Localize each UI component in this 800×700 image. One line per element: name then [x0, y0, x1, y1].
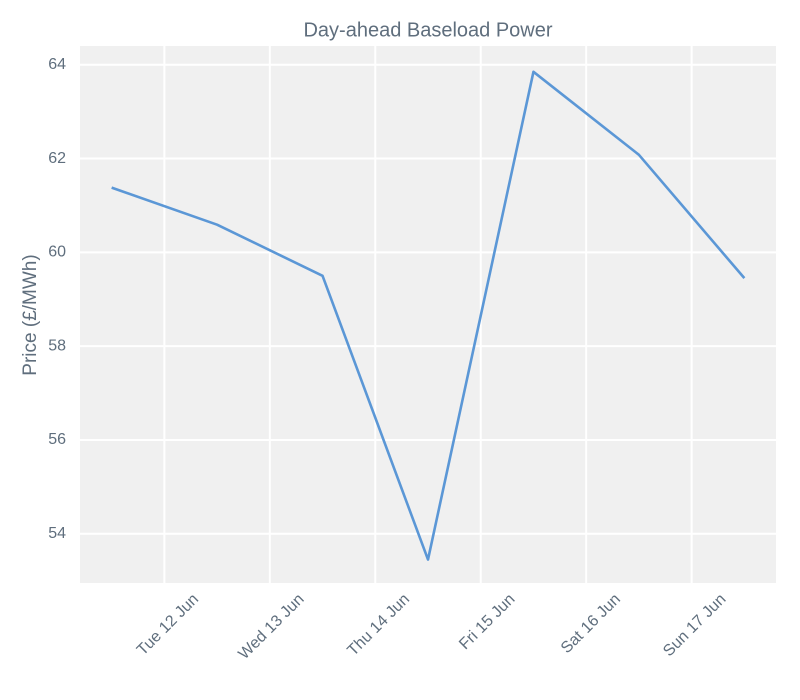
y-tick-label: 62: [48, 150, 66, 167]
x-tick-label: Sun 17 Jun: [660, 591, 729, 660]
x-tick-label: Sat 16 Jun: [558, 591, 624, 657]
chart-title: Day-ahead Baseload Power: [303, 19, 552, 41]
y-tick-label: 64: [48, 56, 66, 73]
line: [111, 70, 746, 561]
x-tick-label: Fri 15 Jun: [456, 591, 518, 653]
y-tick-label: 56: [48, 431, 66, 448]
y-tick-label: 58: [48, 337, 66, 354]
x-tick-label: Thu 14 Jun: [344, 591, 413, 660]
y-tick-label: 60: [48, 244, 66, 261]
x-tick-label: Wed 13 Jun: [235, 591, 307, 663]
y-axis-label: Price (£/MWh): [20, 254, 41, 375]
plot-area: [80, 46, 776, 583]
x-tick-label: Tue 12 Jun: [134, 591, 202, 659]
y-tick-label: 54: [48, 525, 66, 542]
